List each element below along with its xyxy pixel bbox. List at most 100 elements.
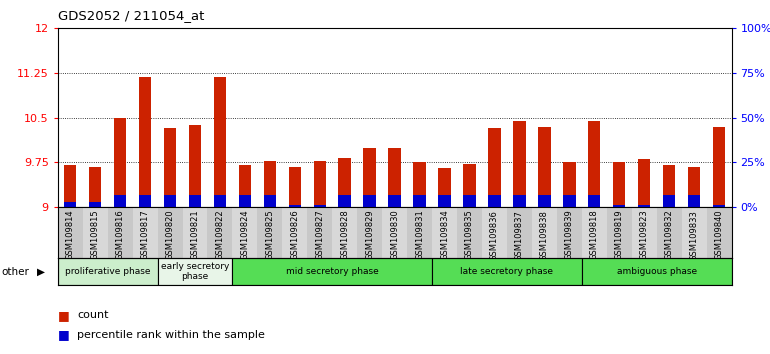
Bar bbox=[657, 207, 681, 258]
Bar bbox=[432, 207, 457, 258]
Bar bbox=[289, 167, 301, 207]
Bar bbox=[257, 207, 283, 258]
Text: other: other bbox=[2, 267, 29, 277]
Bar bbox=[638, 205, 651, 207]
Bar bbox=[382, 207, 407, 258]
Text: GSM109839: GSM109839 bbox=[565, 210, 574, 261]
Text: GSM109836: GSM109836 bbox=[490, 210, 499, 261]
Bar bbox=[513, 195, 526, 207]
Bar bbox=[438, 169, 450, 207]
Bar bbox=[563, 162, 575, 207]
Bar bbox=[233, 207, 257, 258]
Bar bbox=[132, 207, 158, 258]
Bar bbox=[214, 77, 226, 207]
Bar bbox=[638, 159, 651, 207]
Bar bbox=[189, 125, 201, 207]
Bar bbox=[64, 165, 76, 207]
Text: GSM109833: GSM109833 bbox=[690, 210, 698, 261]
Bar bbox=[538, 195, 551, 207]
Text: GSM109840: GSM109840 bbox=[715, 210, 724, 260]
Bar bbox=[607, 207, 631, 258]
Text: late secretory phase: late secretory phase bbox=[460, 267, 554, 276]
Bar bbox=[588, 195, 601, 207]
Bar bbox=[357, 207, 382, 258]
Text: percentile rank within the sample: percentile rank within the sample bbox=[77, 330, 265, 339]
Text: GSM109827: GSM109827 bbox=[315, 210, 324, 261]
Bar bbox=[108, 207, 132, 258]
Text: GSM109831: GSM109831 bbox=[415, 210, 424, 261]
Bar bbox=[582, 258, 732, 285]
Bar bbox=[158, 258, 233, 285]
Bar bbox=[681, 207, 707, 258]
Text: GSM109824: GSM109824 bbox=[240, 210, 249, 260]
Text: mid secretory phase: mid secretory phase bbox=[286, 267, 379, 276]
Bar bbox=[139, 195, 152, 207]
Text: GSM109834: GSM109834 bbox=[440, 210, 449, 261]
Bar bbox=[313, 161, 326, 207]
Text: ▶: ▶ bbox=[37, 267, 45, 277]
Text: ■: ■ bbox=[58, 328, 69, 341]
Bar bbox=[663, 165, 675, 207]
Bar bbox=[488, 128, 500, 207]
Text: early secretory
phase: early secretory phase bbox=[161, 262, 229, 281]
Bar bbox=[413, 195, 426, 207]
Text: GSM109838: GSM109838 bbox=[540, 210, 549, 261]
Text: GSM109826: GSM109826 bbox=[290, 210, 300, 261]
Bar bbox=[89, 202, 102, 207]
Bar bbox=[313, 205, 326, 207]
Text: ■: ■ bbox=[58, 309, 69, 321]
Bar bbox=[482, 207, 507, 258]
Bar bbox=[114, 118, 126, 207]
Bar bbox=[214, 195, 226, 207]
Bar bbox=[488, 195, 500, 207]
Bar bbox=[239, 165, 251, 207]
Bar bbox=[58, 207, 82, 258]
Text: GSM109816: GSM109816 bbox=[116, 210, 125, 261]
Bar bbox=[158, 207, 182, 258]
Text: GSM109818: GSM109818 bbox=[590, 210, 599, 261]
Bar bbox=[189, 195, 201, 207]
Bar bbox=[713, 127, 725, 207]
Bar bbox=[82, 207, 108, 258]
Bar bbox=[233, 258, 432, 285]
Bar bbox=[363, 195, 376, 207]
Bar bbox=[239, 195, 251, 207]
Bar bbox=[407, 207, 432, 258]
Bar bbox=[688, 167, 700, 207]
Bar bbox=[663, 195, 675, 207]
Bar bbox=[532, 207, 557, 258]
Bar bbox=[507, 207, 532, 258]
Text: GSM109815: GSM109815 bbox=[91, 210, 99, 260]
Text: GSM109832: GSM109832 bbox=[665, 210, 674, 261]
Text: GSM109822: GSM109822 bbox=[216, 210, 224, 260]
Bar bbox=[557, 207, 582, 258]
Bar bbox=[582, 207, 607, 258]
Text: GSM109817: GSM109817 bbox=[141, 210, 149, 261]
Bar bbox=[164, 195, 176, 207]
Text: GSM109821: GSM109821 bbox=[190, 210, 199, 260]
Bar bbox=[713, 205, 725, 207]
Bar bbox=[263, 195, 276, 207]
Bar bbox=[332, 207, 357, 258]
Text: GDS2052 / 211054_at: GDS2052 / 211054_at bbox=[58, 9, 204, 22]
Bar bbox=[89, 167, 102, 207]
Bar bbox=[613, 205, 625, 207]
Bar bbox=[289, 205, 301, 207]
Bar bbox=[538, 127, 551, 207]
Bar bbox=[164, 128, 176, 207]
Bar bbox=[464, 164, 476, 207]
Text: proliferative phase: proliferative phase bbox=[65, 267, 150, 276]
Bar bbox=[513, 121, 526, 207]
Bar bbox=[207, 207, 233, 258]
Bar bbox=[631, 207, 657, 258]
Text: GSM109835: GSM109835 bbox=[465, 210, 474, 261]
Bar bbox=[388, 148, 401, 207]
Bar bbox=[707, 207, 732, 258]
Bar bbox=[114, 195, 126, 207]
Bar bbox=[563, 195, 575, 207]
Text: GSM109825: GSM109825 bbox=[266, 210, 274, 260]
Bar bbox=[688, 195, 700, 207]
Text: GSM109829: GSM109829 bbox=[365, 210, 374, 260]
Bar bbox=[363, 148, 376, 207]
Bar bbox=[464, 195, 476, 207]
